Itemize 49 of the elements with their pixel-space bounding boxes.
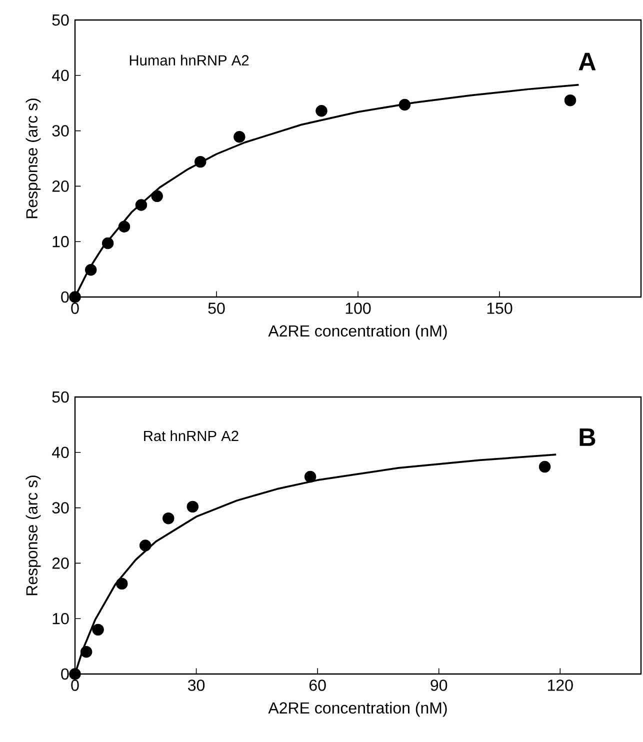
point — [538, 460, 551, 473]
x-axis-title: A2RE concentration (nM) — [268, 324, 447, 340]
annotation: A — [578, 52, 596, 70]
y-tick-label: 20 — [52, 558, 69, 569]
y-tick-label: 40 — [52, 70, 69, 82]
point — [69, 291, 81, 303]
point — [304, 470, 316, 483]
x-tick-label: 60 — [309, 680, 326, 691]
x-tick-label: 0 — [71, 680, 79, 691]
annotation: Rat hnRNP A2 — [144, 430, 238, 442]
x-tick-label: 50 — [208, 302, 225, 314]
y-tick-label: 40 — [52, 446, 69, 458]
point — [564, 94, 576, 106]
point — [116, 578, 128, 590]
point — [162, 512, 174, 524]
y-tick-label: 50 — [52, 391, 69, 403]
y-tick-label: 10 — [52, 612, 69, 624]
x-axis-title: A2RE concentration (nM) — [268, 702, 447, 717]
point — [139, 540, 152, 552]
x-tick-label: 0 — [71, 302, 79, 314]
y-tick-label: 30 — [52, 502, 69, 514]
point — [118, 220, 130, 233]
x-tick-label: 150 — [487, 302, 512, 314]
annotation: Human hnRNP A2 — [130, 54, 249, 66]
point — [186, 500, 199, 513]
y-tick-label: 10 — [52, 236, 69, 248]
point — [92, 624, 104, 636]
y-tick-label: 0 — [61, 291, 69, 303]
point — [102, 237, 114, 250]
point — [84, 264, 97, 276]
point — [316, 104, 328, 117]
x-tick-label: 90 — [430, 680, 448, 691]
point — [135, 199, 148, 211]
y-tick-label: 50 — [52, 14, 69, 26]
y-tick-label: 30 — [52, 125, 69, 136]
point — [151, 190, 163, 202]
x-tick-label: 100 — [346, 302, 371, 314]
y-axis-title: Response (arc s) — [26, 476, 41, 596]
point — [194, 156, 206, 168]
y-tick-label: 20 — [52, 180, 69, 192]
annotation: B — [580, 428, 596, 446]
point — [69, 668, 81, 680]
y-tick-label: 0 — [61, 668, 69, 680]
y-axis-title: Response (arc s) — [26, 98, 41, 218]
x-tick-label: 30 — [188, 680, 205, 691]
point — [234, 131, 246, 143]
x-tick-label: 120 — [548, 680, 573, 691]
point — [398, 98, 411, 111]
point — [80, 646, 92, 658]
